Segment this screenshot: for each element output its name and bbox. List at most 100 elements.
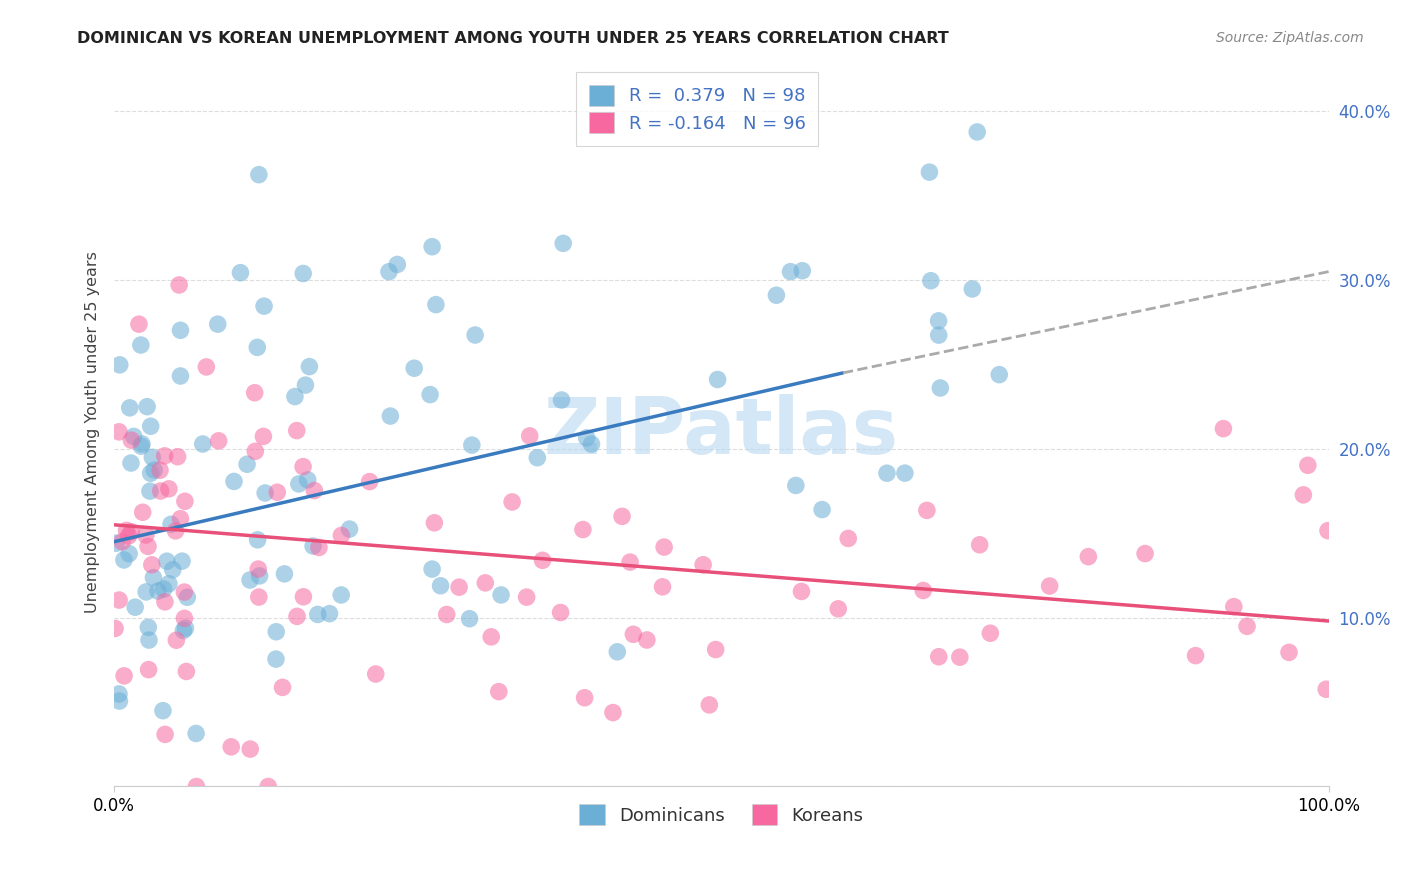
Point xyxy=(294,378,316,392)
Point xyxy=(112,553,135,567)
Point xyxy=(621,627,644,641)
Point xyxy=(765,288,787,302)
Point xyxy=(167,277,190,292)
Point xyxy=(1184,648,1206,663)
Point xyxy=(1223,599,1246,614)
Point xyxy=(249,569,271,583)
Point xyxy=(581,437,603,451)
Point xyxy=(152,582,174,596)
Point xyxy=(553,236,575,251)
Text: Source: ZipAtlas.com: Source: ZipAtlas.com xyxy=(1216,31,1364,45)
Point xyxy=(458,612,481,626)
Point xyxy=(176,665,198,679)
Point xyxy=(929,381,952,395)
Point xyxy=(108,694,131,708)
Point xyxy=(425,298,447,312)
Point xyxy=(153,727,176,741)
Point xyxy=(141,558,163,572)
Point xyxy=(302,539,325,553)
Point xyxy=(436,607,458,622)
Point xyxy=(184,726,207,740)
Point xyxy=(1296,458,1319,473)
Point xyxy=(115,524,138,538)
Point xyxy=(149,483,172,498)
Point xyxy=(420,562,443,576)
Point xyxy=(166,450,188,464)
Point xyxy=(120,456,142,470)
Point xyxy=(915,503,938,517)
Point xyxy=(519,429,541,443)
Point xyxy=(247,168,270,182)
Point xyxy=(489,588,512,602)
Legend: Dominicans, Koreans: Dominicans, Koreans xyxy=(571,796,873,834)
Point xyxy=(479,630,502,644)
Point xyxy=(170,554,193,568)
Point xyxy=(285,424,308,438)
Point xyxy=(247,590,270,604)
Point xyxy=(697,698,720,712)
Point xyxy=(120,433,142,447)
Point xyxy=(827,602,849,616)
Point xyxy=(186,780,208,794)
Point xyxy=(111,534,134,549)
Point xyxy=(792,263,814,277)
Point xyxy=(245,444,267,458)
Point xyxy=(253,299,276,313)
Point xyxy=(531,553,554,567)
Point xyxy=(165,633,187,648)
Point xyxy=(129,338,152,352)
Point xyxy=(918,165,941,179)
Point xyxy=(339,522,361,536)
Point xyxy=(285,609,308,624)
Point xyxy=(966,125,988,139)
Point xyxy=(404,361,426,376)
Point xyxy=(156,554,179,568)
Point xyxy=(979,626,1001,640)
Point xyxy=(706,372,728,386)
Point xyxy=(526,450,548,465)
Point xyxy=(574,690,596,705)
Point xyxy=(284,390,307,404)
Point xyxy=(602,706,624,720)
Point xyxy=(169,323,191,337)
Point xyxy=(138,663,160,677)
Point xyxy=(243,385,266,400)
Point xyxy=(108,687,131,701)
Point xyxy=(131,505,153,519)
Point xyxy=(292,267,315,281)
Point xyxy=(246,533,269,547)
Point xyxy=(501,495,523,509)
Point xyxy=(273,566,295,581)
Point xyxy=(894,466,917,480)
Text: ZIPatlas: ZIPatlas xyxy=(544,394,898,470)
Point xyxy=(146,584,169,599)
Point xyxy=(488,684,510,698)
Point xyxy=(229,266,252,280)
Point xyxy=(988,368,1011,382)
Point xyxy=(208,434,231,448)
Point xyxy=(606,645,628,659)
Point xyxy=(165,524,187,538)
Point xyxy=(575,431,598,445)
Point xyxy=(378,265,401,279)
Point xyxy=(222,475,245,489)
Point xyxy=(117,529,139,543)
Point xyxy=(298,359,321,374)
Point xyxy=(160,517,183,532)
Point xyxy=(292,459,315,474)
Point xyxy=(105,536,128,550)
Point xyxy=(423,516,446,530)
Point xyxy=(136,540,159,554)
Point xyxy=(928,649,950,664)
Point xyxy=(790,584,813,599)
Point xyxy=(359,475,381,489)
Point xyxy=(610,509,633,524)
Point xyxy=(128,317,150,331)
Point xyxy=(108,358,131,372)
Point xyxy=(108,425,131,439)
Point xyxy=(364,667,387,681)
Point xyxy=(169,512,191,526)
Point xyxy=(449,580,471,594)
Point xyxy=(297,473,319,487)
Point xyxy=(785,478,807,492)
